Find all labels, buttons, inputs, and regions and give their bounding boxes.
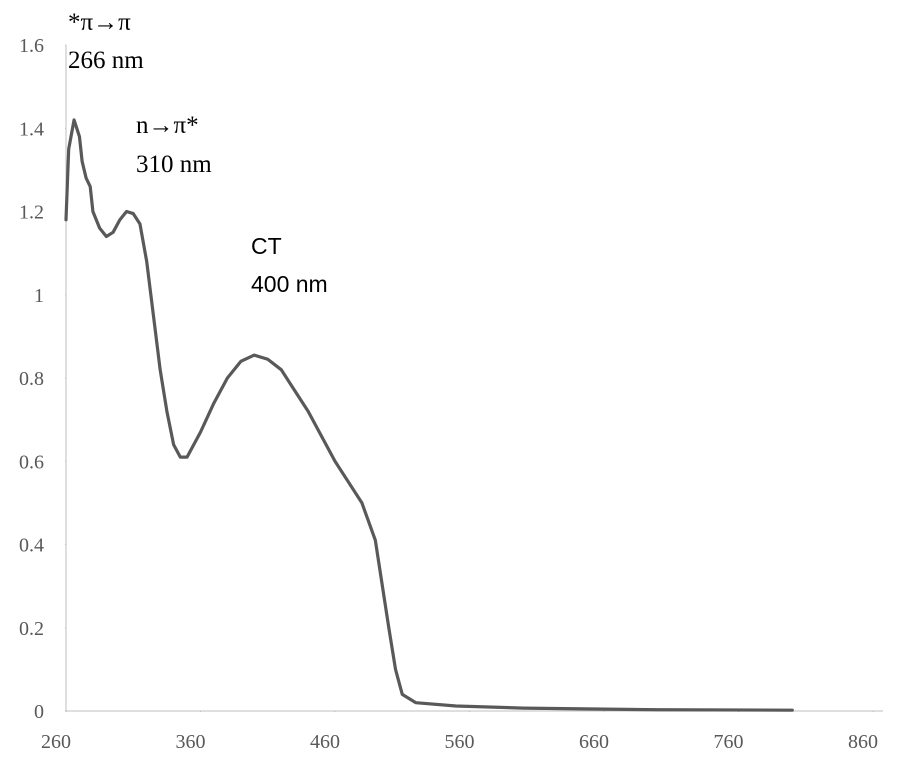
x-tick-label: 860 bbox=[848, 731, 878, 753]
x-tick-label: 260 bbox=[41, 731, 71, 753]
x-tick-label: 360 bbox=[176, 731, 206, 753]
annotation: CT bbox=[251, 233, 282, 259]
y-tick-label: 0 bbox=[34, 701, 44, 723]
y-tick-label: 1.6 bbox=[19, 35, 44, 57]
spectrum-line bbox=[64, 118, 794, 712]
y-tick-label: 1 bbox=[34, 285, 44, 307]
annotation: 400 nm bbox=[251, 271, 328, 297]
annotation: n→π* bbox=[136, 112, 199, 139]
y-tick-label: 0.8 bbox=[19, 368, 44, 390]
y-tick-label: 1.4 bbox=[19, 118, 44, 140]
y-tick-label: 1.2 bbox=[19, 202, 44, 224]
y-tick-label: 0.4 bbox=[19, 535, 44, 557]
y-tick-label: 0.6 bbox=[19, 451, 44, 473]
x-tick-label: 660 bbox=[579, 731, 609, 753]
x-tick-label: 560 bbox=[445, 731, 475, 753]
x-tick-label: 460 bbox=[310, 731, 340, 753]
annotation: 266 nm bbox=[68, 47, 144, 74]
y-tick-label: 0.2 bbox=[19, 618, 44, 640]
annotation: *π→π bbox=[68, 9, 131, 36]
x-tick-label: 760 bbox=[714, 731, 744, 753]
annotation: 310 nm bbox=[136, 151, 212, 178]
